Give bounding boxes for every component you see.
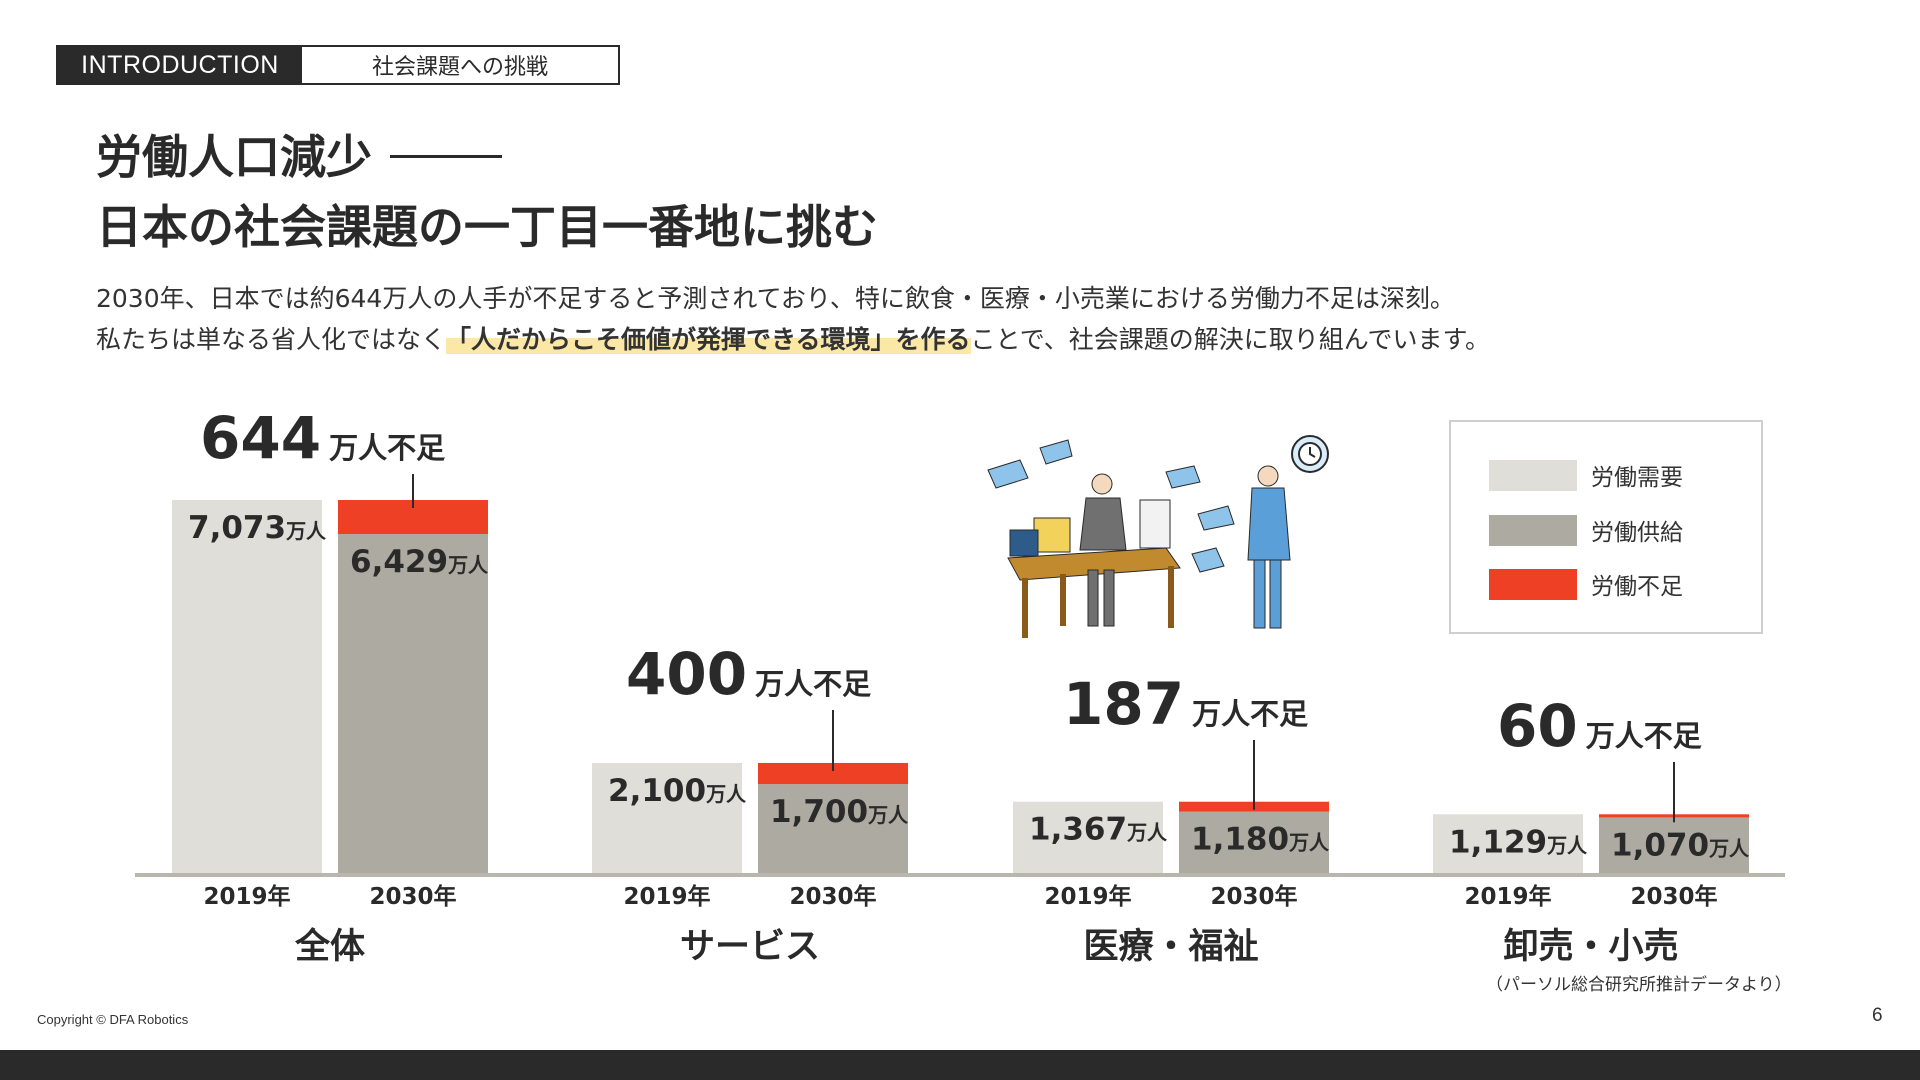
shortage-callout: 644 万人不足: [200, 404, 445, 472]
paper-stack-icon: [1009, 499, 1171, 557]
title-line-2: 日本の社会課題の一丁目一番地に挑む: [96, 200, 878, 254]
bar-supply-2030: [338, 534, 488, 874]
data-source-note: （パーソル総合研究所推計データより）: [1486, 975, 1792, 995]
x-tick-label-2019: 2019年: [1464, 883, 1551, 910]
bar-demand-2019: [1433, 814, 1583, 874]
legend-item-supply: 労働供給: [1489, 513, 1683, 547]
value-label-2019: 1,367万人: [1029, 812, 1168, 848]
value-label-2019: 7,073万人: [188, 510, 327, 546]
value-label-2030: 1,070万人: [1611, 827, 1750, 863]
legend-item-demand: 労働需要: [1489, 458, 1683, 492]
legend-label-shortage: 労働不足: [1591, 574, 1683, 600]
clock-icon: [1291, 435, 1329, 473]
footer-bar: [0, 1050, 1920, 1080]
x-tick-label-2030: 2030年: [1210, 883, 1297, 910]
title-line-1: 労働人口減少: [96, 130, 372, 184]
x-tick-label-2019: 2019年: [203, 883, 290, 910]
page-title: 労働人口減少 日本の社会課題の一丁目一番地に挑む: [96, 122, 878, 262]
x-tick-label-2019: 2019年: [1044, 883, 1131, 910]
category-label: サービス: [680, 927, 820, 967]
bar-shortage-2030: [758, 762, 908, 785]
x-tick-label-2030: 2030年: [1630, 883, 1717, 910]
value-label-2019: 1,129万人: [1449, 824, 1588, 860]
bar-supply-2030: [758, 784, 908, 874]
bar-demand-2019: [1013, 801, 1163, 874]
description-highlight: 「人だからこそ価値が発揮できる環境」を作る: [446, 325, 971, 354]
legend: 労働需要 労働供給 労働不足: [1449, 420, 1763, 634]
legend-swatch-shortage: [1489, 568, 1577, 600]
standing-worker-icon: [1247, 465, 1291, 629]
bar-supply-2030: [1599, 817, 1749, 874]
shortage-callout: 60 万人不足: [1497, 692, 1702, 760]
shortage-callout: 400 万人不足: [626, 640, 871, 708]
value-label-2030: 1,700万人: [770, 794, 909, 830]
description-line-1: 2030年、日本では約644万人の人手が不足すると予測されており、特に飲食・医療…: [96, 284, 1455, 313]
category-label: 医療・福祉: [1083, 927, 1258, 967]
value-label-2030: 6,429万人: [350, 544, 489, 580]
copyright: Copyright © DFA Robotics: [37, 1012, 189, 1027]
bar-demand-2019: [172, 500, 322, 874]
bar-supply-2030: [1179, 811, 1329, 874]
category-label: 卸売・小売: [1503, 927, 1678, 967]
description-line-2: 私たちは単なる省人化ではなく「人だからこそ価値が発揮できる環境」を作ることで、社…: [96, 319, 1490, 360]
section-tag-label: INTRODUCTION: [58, 47, 302, 83]
legend-swatch-demand: [1489, 459, 1577, 491]
x-tick-label-2030: 2030年: [789, 883, 876, 910]
legend-label-demand: 労働需要: [1591, 465, 1683, 491]
value-label-2030: 1,180万人: [1191, 822, 1330, 858]
legend-label-supply: 労働供給: [1591, 520, 1683, 546]
shortage-callout: 187 万人不足: [1063, 670, 1308, 738]
flying-paper-icon: [987, 439, 1235, 573]
category-label: 全体: [294, 926, 365, 967]
desk-icon: [1007, 547, 1181, 638]
section-tag: INTRODUCTION 社会課題への挑戦: [56, 45, 620, 85]
description: 2030年、日本では約644万人の人手が不足すると予測されており、特に飲食・医療…: [96, 278, 1490, 360]
worker-at-desk-icon: [1079, 473, 1127, 627]
description-line-2-pre: 私たちは単なる省人化ではなく: [96, 325, 447, 354]
x-tick-label-2019: 2019年: [623, 883, 710, 910]
description-line-2-post: ことで、社会課題の解決に取り組んでいます。: [970, 325, 1491, 354]
section-tag-subtitle: 社会課題への挑戦: [302, 47, 618, 83]
page-number: 6: [1872, 1005, 1883, 1026]
overworked-office-workers-illustration: [987, 435, 1329, 638]
legend-swatch-supply: [1489, 514, 1577, 546]
bar-demand-2019: [592, 762, 742, 874]
title-dash: [390, 155, 502, 158]
legend-item-shortage: 労働不足: [1489, 567, 1683, 601]
value-label-2019: 2,100万人: [608, 773, 747, 809]
x-tick-label-2030: 2030年: [369, 883, 456, 910]
